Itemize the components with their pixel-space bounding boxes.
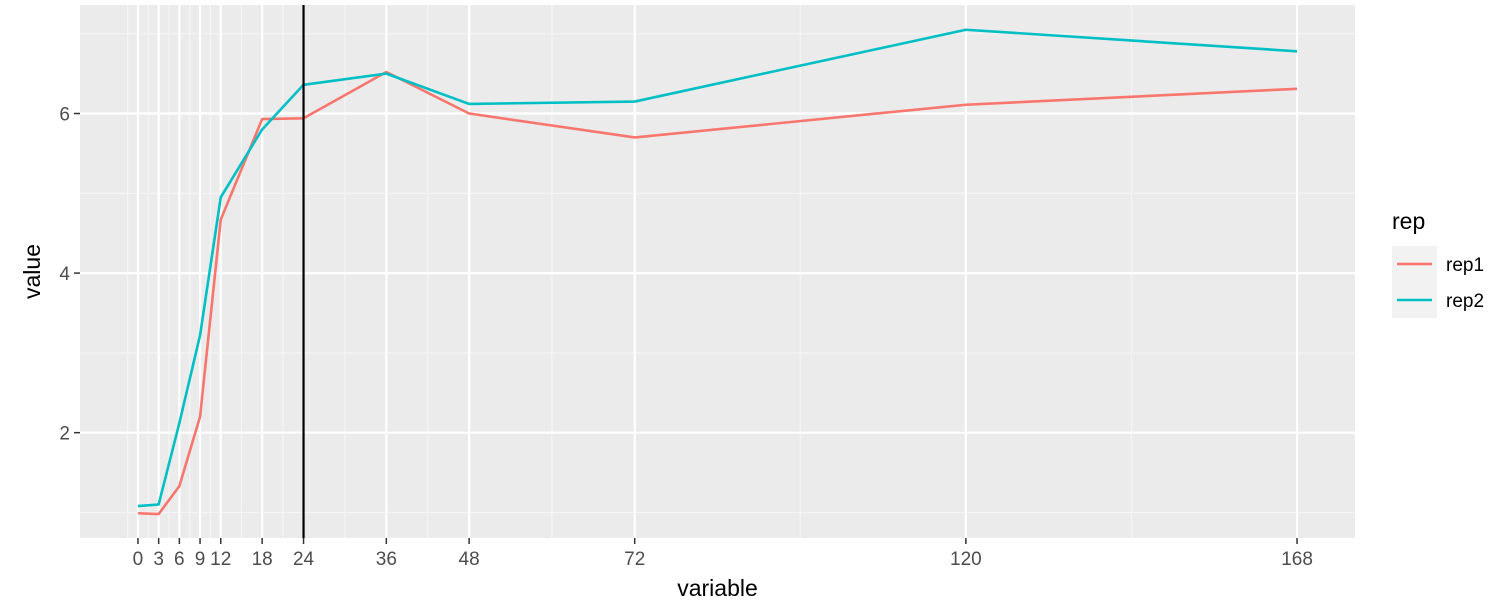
x-tick-label: 3 bbox=[153, 549, 164, 570]
y-tick-label: 2 bbox=[59, 424, 70, 445]
x-tick-label: 72 bbox=[624, 549, 645, 570]
legend-label-rep1: rep1 bbox=[1446, 255, 1484, 276]
y-tick-label: 4 bbox=[59, 264, 70, 285]
x-tick-label: 24 bbox=[293, 549, 315, 570]
legend-title: rep bbox=[1392, 208, 1425, 234]
y-axis: 2 4 6 bbox=[59, 105, 80, 445]
x-tick-label: 36 bbox=[376, 549, 397, 570]
minor-gridlines bbox=[80, 5, 1355, 538]
x-tick-label: 48 bbox=[459, 549, 480, 570]
series-lines bbox=[137, 28, 1298, 516]
plot-panel bbox=[80, 5, 1355, 538]
legend: rep rep1 rep2 bbox=[1392, 208, 1484, 318]
y-axis-title: value bbox=[19, 244, 45, 299]
legend-key-background bbox=[1392, 246, 1437, 318]
x-axis: 0 3 6 9 12 18 24 36 48 72 120 168 bbox=[133, 538, 1313, 570]
x-tick-label: 168 bbox=[1281, 549, 1313, 570]
series-line-rep2 bbox=[137, 28, 1298, 508]
x-tick-label: 12 bbox=[210, 549, 231, 570]
x-tick-label: 6 bbox=[174, 549, 185, 570]
x-tick-label: 0 bbox=[133, 549, 144, 570]
x-axis-title: variable bbox=[677, 575, 758, 601]
y-tick-label: 6 bbox=[59, 105, 70, 126]
x-tick-label: 120 bbox=[950, 549, 982, 570]
legend-label-rep2: rep2 bbox=[1446, 291, 1484, 312]
x-tick-label: 9 bbox=[195, 549, 206, 570]
series-line-rep1 bbox=[137, 70, 1298, 516]
x-tick-label: 18 bbox=[252, 549, 273, 570]
